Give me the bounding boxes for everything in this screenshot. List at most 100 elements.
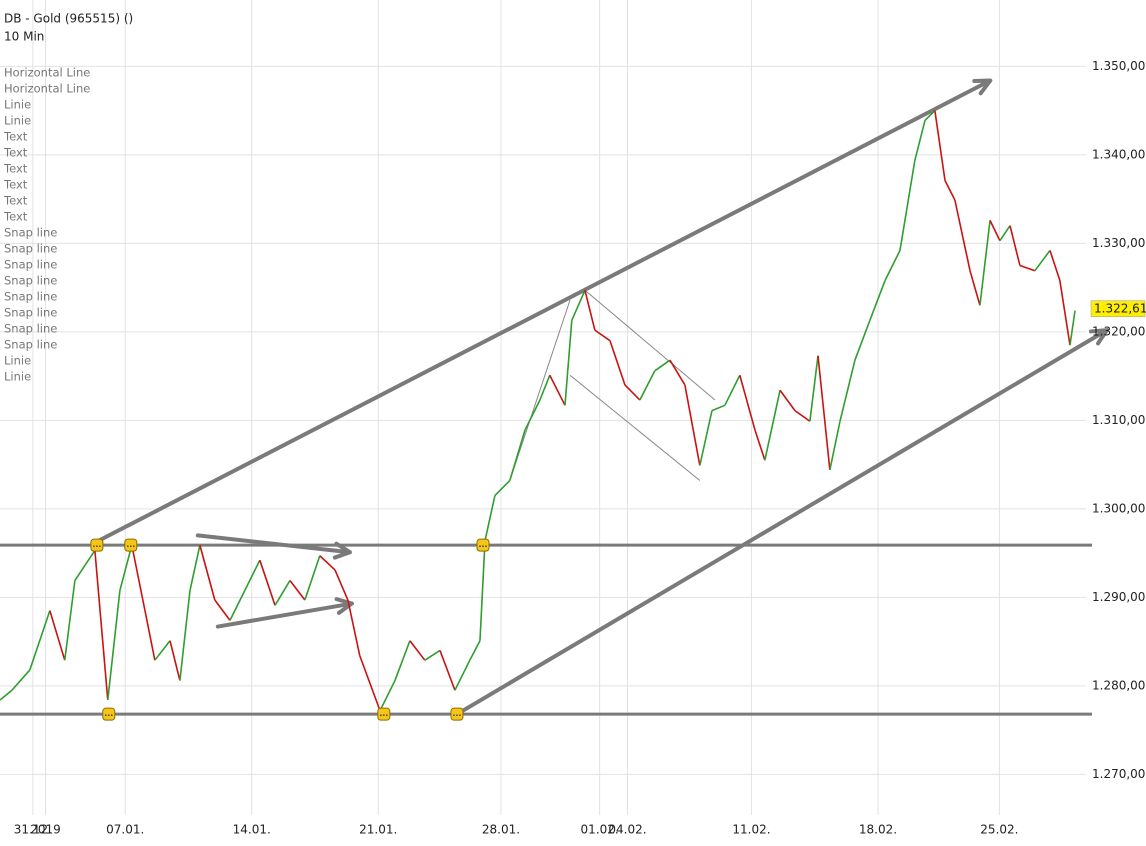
drawing-item: Linie	[4, 114, 31, 128]
price-segment	[934, 110, 946, 181]
price-segment	[1049, 250, 1061, 281]
y-tick-label: 1.350,00	[1092, 59, 1145, 73]
price-segment	[131, 544, 146, 611]
price-segment	[539, 374, 551, 401]
x-tick-label: 04.02.	[608, 823, 646, 837]
price-segment	[494, 479, 511, 497]
price-segment	[954, 199, 971, 271]
price-segment	[454, 659, 471, 691]
trend-line	[569, 374, 701, 481]
drawing-item: Snap line	[4, 338, 57, 352]
price-segment	[49, 610, 66, 661]
snap-marker-dot	[386, 714, 388, 716]
price-segment	[944, 180, 956, 201]
last-price-box	[1090, 300, 1146, 318]
price-segment	[169, 640, 181, 681]
drawing-item: Linie	[4, 354, 31, 368]
price-segment	[304, 555, 321, 601]
snap-marker	[90, 538, 104, 552]
snap-marker-dot	[459, 714, 461, 716]
snap-marker-box	[476, 538, 490, 552]
price-segment	[1034, 249, 1051, 272]
arrow	[195, 533, 352, 560]
y-tick-label: 1.310,00	[1092, 413, 1145, 427]
price-segment	[779, 389, 796, 412]
price-segment	[684, 384, 701, 466]
price-segment	[914, 120, 926, 161]
snap-marker	[377, 707, 391, 721]
drawing-item: Text	[3, 146, 28, 160]
chart-title: DB - Gold (965515) ()	[4, 12, 133, 26]
y-tick-label: 1.340,00	[1092, 147, 1145, 161]
trend-line	[509, 299, 571, 481]
price-segment	[999, 225, 1011, 242]
price-segment	[29, 610, 51, 671]
price-segment	[144, 610, 156, 661]
price-segment	[924, 110, 936, 121]
price-segment	[969, 270, 981, 306]
price-segment	[754, 429, 766, 461]
price-segment	[214, 599, 231, 621]
snap-marker	[476, 538, 490, 552]
drawing-item: Snap line	[4, 306, 57, 320]
drawing-item: Snap line	[4, 242, 57, 256]
snap-marker	[102, 707, 116, 721]
snap-marker-box	[90, 538, 104, 552]
price-segment	[379, 680, 396, 711]
price-segment	[229, 589, 246, 621]
price-segment	[484, 495, 496, 541]
price-segment	[509, 429, 526, 481]
x-tick-label: 25.02.	[980, 823, 1018, 837]
price-segment	[63, 580, 76, 661]
price-segment	[854, 320, 871, 361]
price-segment	[989, 220, 1001, 242]
price-segment	[884, 250, 901, 281]
drawing-item: Text	[3, 130, 28, 144]
price-segment	[794, 409, 811, 422]
drawing-item: Linie	[4, 370, 31, 384]
y-tick-label: 1.280,00	[1092, 678, 1145, 692]
price-segment	[189, 544, 201, 591]
price-segment	[424, 649, 441, 661]
drawing-item: Snap line	[4, 226, 57, 240]
x-tick-label: 31.12.	[14, 823, 52, 837]
snap-marker-box	[102, 707, 116, 721]
snap-marker-dot	[479, 545, 481, 547]
snap-marker-dot	[127, 545, 129, 547]
price-segment	[654, 359, 671, 372]
price-segment	[106, 590, 121, 701]
drawing-item: Text	[3, 162, 28, 176]
drawing-item: Snap line	[4, 322, 57, 336]
price-segment	[624, 384, 641, 401]
overlay: 1.270,00 1.280,00 1.290,00 1.300,00 1.310,00…	[3, 59, 1146, 837]
drawings	[0, 78, 1109, 717]
drawing-item: Horizontal Line	[4, 66, 90, 80]
snap-marker-dot	[110, 714, 113, 716]
x-tick-label: 11.02.	[732, 823, 770, 837]
snap-marker-dot	[130, 545, 132, 547]
y-tick-label: 1.290,00	[1092, 590, 1145, 604]
price-segment	[724, 374, 741, 406]
snap-marker-dot	[133, 545, 135, 547]
snap-marker-dot	[104, 714, 107, 716]
price-segment	[394, 640, 411, 681]
price-segment	[1069, 310, 1076, 346]
snap-marker-box	[450, 707, 464, 721]
price-segment	[179, 590, 191, 681]
price-segment	[94, 550, 109, 701]
x-tick-label: 21.01.	[359, 823, 397, 837]
price-segment	[1059, 280, 1071, 346]
x-tick-label: 2019	[30, 823, 61, 837]
arrow	[215, 597, 354, 629]
snap-marker-dot	[96, 545, 98, 547]
y-tick-label: 1.300,00	[1092, 501, 1145, 515]
price-segment	[244, 559, 261, 591]
arrow	[454, 328, 1109, 717]
price-segment	[669, 359, 686, 386]
price-segment	[359, 655, 381, 711]
price-segment	[711, 404, 726, 412]
x-tick-label: 28.01.	[482, 823, 520, 837]
arrow	[94, 78, 993, 544]
last-price-label: 1.322,61	[1094, 301, 1146, 315]
